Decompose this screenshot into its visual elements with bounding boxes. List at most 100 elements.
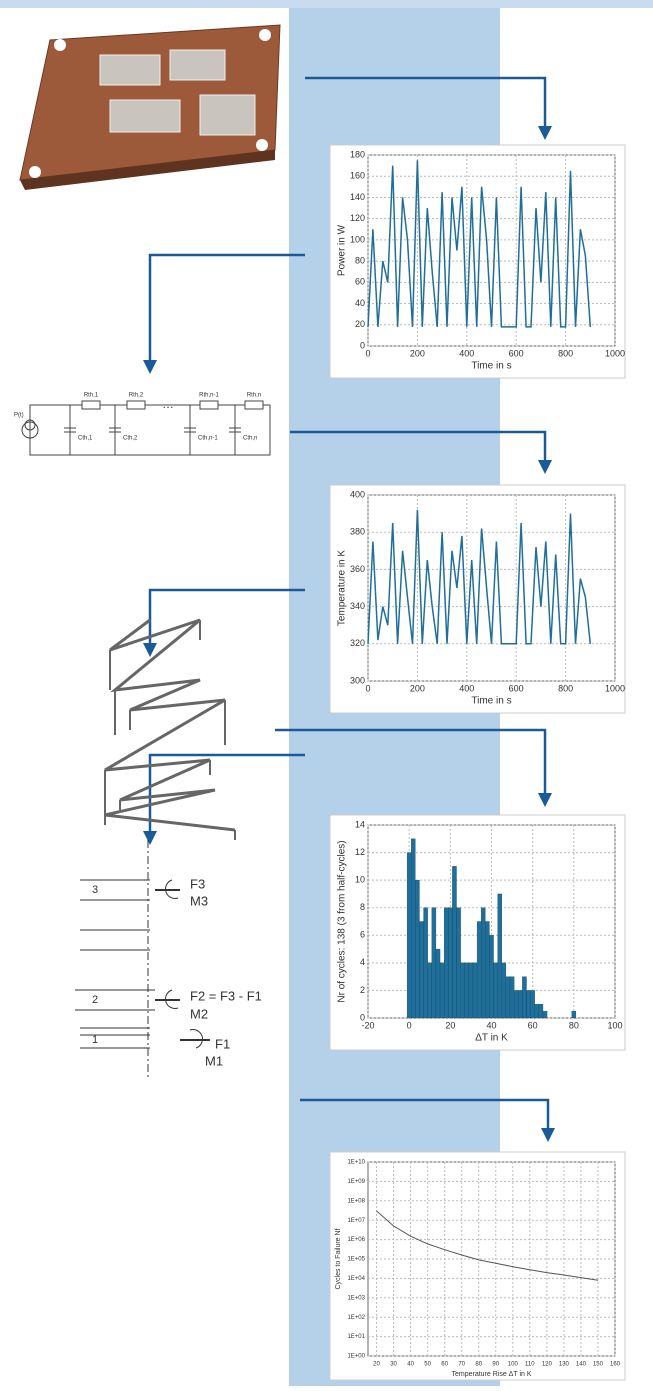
- x-tick-label: 120: [542, 1362, 553, 1368]
- body-label: 2: [92, 994, 98, 1006]
- x-tick-label: 200: [410, 348, 425, 358]
- x-tick-label: -20: [361, 1020, 374, 1030]
- x-axis-label: Time in s: [471, 361, 511, 372]
- y-tick-label: 80: [355, 255, 365, 265]
- y-tick-label: 4: [360, 957, 365, 967]
- y-tick-label: 1E+04: [347, 1276, 365, 1282]
- y-axis-label: Cycles to Failure Nf: [335, 1228, 342, 1289]
- bar: [477, 922, 481, 1019]
- bar: [473, 963, 477, 1018]
- x-tick-label: 30: [390, 1362, 397, 1368]
- x-tick-label: 20: [373, 1362, 380, 1368]
- y-tick-label: 60: [355, 277, 365, 287]
- bar: [514, 990, 518, 1018]
- bar: [457, 908, 461, 1018]
- y-tick-label: 400: [350, 489, 365, 499]
- bar: [436, 949, 440, 1018]
- y-tick-label: 1E+05: [347, 1257, 365, 1263]
- y-tick-label: 300: [350, 675, 365, 685]
- y-axis-label: Temperature in K: [337, 550, 348, 626]
- chart: 02468101214-20020406080100ΔT in KNr of c…: [330, 815, 625, 1050]
- y-tick-label: 100: [350, 234, 365, 244]
- chart: 1E+001E+011E+021E+031E+041E+051E+061E+07…: [330, 1152, 625, 1380]
- bar: [407, 853, 411, 1018]
- bar: [452, 866, 456, 1018]
- moment-label: M1: [205, 1053, 223, 1068]
- x-axis-label: Temperature Rise ΔT in K: [451, 1371, 531, 1378]
- x-tick-label: 70: [458, 1362, 465, 1368]
- body-label: 1: [92, 1034, 98, 1046]
- x-tick-label: 0: [365, 683, 370, 693]
- bar: [428, 963, 432, 1018]
- x-tick-label: 40: [407, 1362, 414, 1368]
- bar: [448, 908, 452, 1018]
- bar: [465, 963, 469, 1018]
- x-tick-label: 1000: [605, 348, 625, 358]
- x-tick-label: 20: [445, 1020, 455, 1030]
- y-tick-label: 380: [350, 527, 365, 537]
- bar: [531, 990, 535, 1018]
- x-tick-label: 1000: [605, 683, 625, 693]
- y-tick-label: 1E+06: [347, 1237, 365, 1243]
- y-tick-label: 180: [350, 149, 365, 159]
- bar: [461, 963, 465, 1018]
- free-body-diagram: 3 2 1 F3 M3 F2 = F3 - F1 M2 F1 M1: [75, 840, 262, 1080]
- y-tick-label: 12: [355, 847, 365, 857]
- resistor-label: Rth,1: [84, 393, 99, 399]
- x-tick-label: 0: [365, 348, 370, 358]
- bar: [572, 1011, 576, 1018]
- x-tick-label: 140: [576, 1362, 587, 1368]
- bar: [481, 908, 485, 1018]
- bar: [494, 963, 498, 1018]
- circuit: P(t) Rth,1 Rth,2 Rth,n-1 Rth,n Cth,1 Cth…: [10, 393, 275, 465]
- capacitor-label: Cth,1: [78, 436, 93, 442]
- bar: [440, 963, 444, 1018]
- moment-label: M3: [190, 893, 208, 908]
- capacitor-label: Cth,n-1: [198, 436, 218, 442]
- bar: [539, 1004, 543, 1018]
- y-tick-label: 10: [355, 875, 365, 885]
- bar: [498, 894, 502, 1018]
- y-tick-label: 6: [360, 930, 365, 940]
- y-tick-label: 1E+03: [347, 1295, 365, 1301]
- bar: [444, 908, 448, 1018]
- force-label: F1: [215, 1036, 230, 1051]
- ellipsis: …: [162, 397, 174, 411]
- x-tick-label: 400: [459, 348, 474, 358]
- y-axis-label: Power in W: [337, 224, 348, 276]
- x-tick-label: 150: [593, 1362, 604, 1368]
- resistor-label: Rth,2: [129, 393, 144, 399]
- x-tick-label: 800: [558, 348, 573, 358]
- bar: [485, 922, 489, 1019]
- capacitor-label: Cth,2: [123, 436, 138, 442]
- page: P(t) Rth,1 Rth,2 Rth,n-1 Rth,n Cth,1 Cth…: [0, 0, 653, 1386]
- bar: [489, 935, 493, 1018]
- y-tick-label: 2: [360, 985, 365, 995]
- bar: [510, 977, 514, 1018]
- resistor-label: Rth,n-1: [199, 393, 219, 399]
- bar: [526, 990, 530, 1018]
- pcb-photo: [20, 25, 280, 190]
- y-tick-label: 320: [350, 638, 365, 648]
- y-tick-label: 1E+09: [347, 1179, 365, 1185]
- bar: [424, 908, 428, 1018]
- x-tick-label: 100: [508, 1362, 519, 1368]
- x-tick-label: 100: [607, 1020, 622, 1030]
- y-tick-label: 1E+00: [347, 1354, 365, 1360]
- y-axis-label: Nr of cycles: 138 (3 from half-cycles): [337, 840, 348, 1002]
- force-label: F2 = F3 - F1: [190, 988, 262, 1003]
- moment-label: M2: [190, 1006, 208, 1021]
- y-tick-label: 1E+01: [347, 1334, 365, 1340]
- rainflow-diagram: [105, 620, 235, 840]
- y-tick-label: 40: [355, 298, 365, 308]
- x-tick-label: 40: [486, 1020, 496, 1030]
- bar: [419, 922, 423, 1019]
- capacitor-label: Cth,n: [243, 436, 257, 442]
- bar: [522, 977, 526, 1018]
- y-tick-label: 360: [350, 564, 365, 574]
- x-tick-label: 130: [559, 1362, 570, 1368]
- body-label: 3: [92, 884, 98, 896]
- x-tick-label: 600: [509, 683, 524, 693]
- bar: [469, 963, 473, 1018]
- x-tick-label: 80: [475, 1362, 482, 1368]
